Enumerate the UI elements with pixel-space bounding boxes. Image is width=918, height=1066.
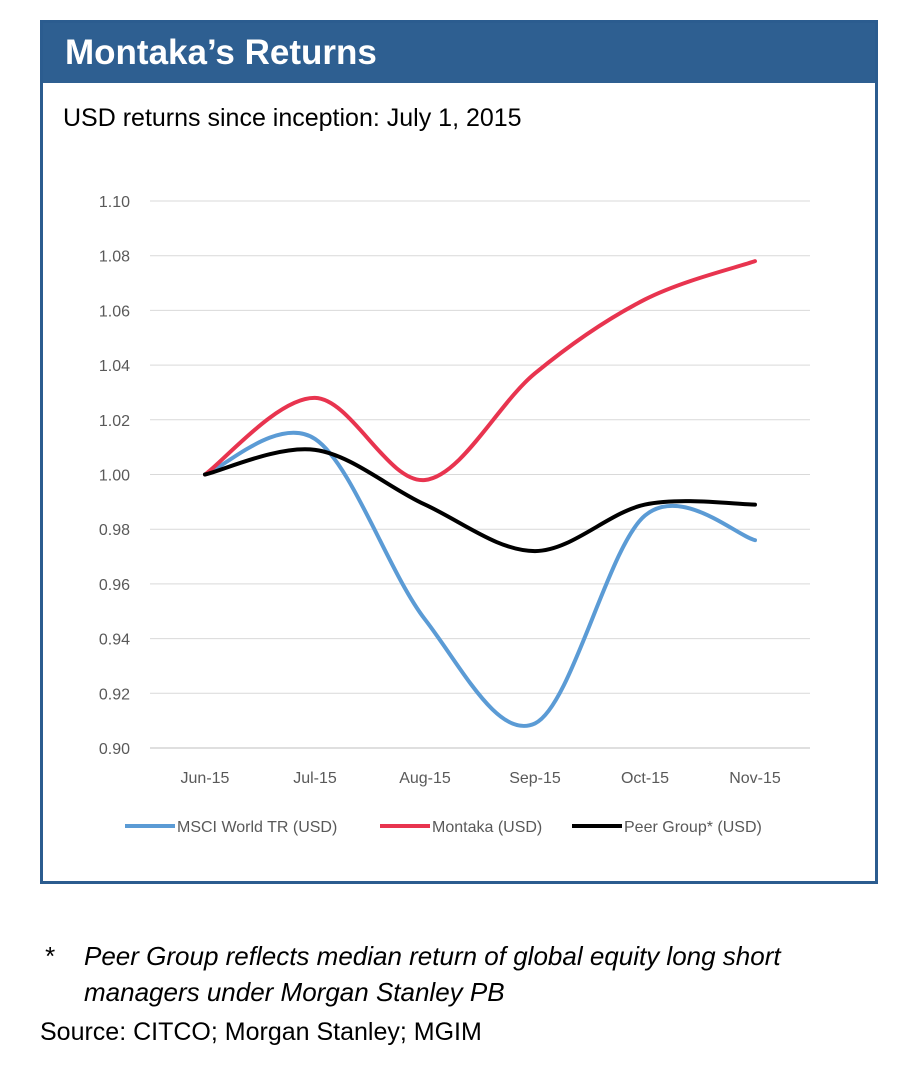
x-tick-label: Aug-15 — [399, 770, 451, 787]
legend-label: Peer Group* (USD) — [624, 819, 762, 836]
y-tick-label: 0.96 — [99, 577, 130, 594]
x-tick-label: Sep-15 — [509, 770, 561, 787]
panel-header: Montaka’s Returns — [43, 23, 875, 83]
returns-line-chart: 0.90 0.92 0.94 0.96 0.98 1.00 1.02 1.04 1.06 1.08… — [99, 194, 810, 836]
panel-title: Montaka’s Returns — [65, 33, 377, 72]
y-tick-label: 0.94 — [99, 632, 130, 649]
x-tick-label: Jul-15 — [293, 770, 337, 787]
y-tick-label: 1.04 — [99, 358, 130, 375]
y-tick-label: 1.08 — [99, 249, 130, 266]
x-axis-ticks: Jun-15 Jul-15 Aug-15 Sep-15 Oct-15 Nov-15 — [181, 770, 781, 787]
chart-panel: Montaka’s Returns USD returns since ince… — [40, 20, 878, 884]
chart-subtitle: USD returns since inception: July 1, 201… — [63, 104, 522, 132]
source-note: Source: CITCO; Morgan Stanley; MGIM — [40, 1018, 482, 1046]
chart-gridlines — [150, 200, 810, 749]
series-line-1 — [203, 259, 757, 482]
y-tick-label: 0.98 — [99, 522, 130, 539]
series-line-0 — [203, 430, 757, 728]
footnote-text: Peer Group reflects median return of glo… — [84, 941, 781, 1007]
y-tick-label: 1.10 — [99, 194, 130, 211]
y-tick-label: 0.90 — [99, 741, 130, 758]
legend-label: MSCI World TR (USD) — [177, 819, 337, 836]
chart-legend: MSCI World TR (USD) Montaka (USD) Peer Gro… — [125, 819, 762, 836]
y-axis-ticks: 0.90 0.92 0.94 0.96 0.98 1.00 1.02 1.04 1.06 1.08… — [99, 194, 130, 758]
x-tick-label: Nov-15 — [729, 770, 781, 787]
x-tick-label: Oct-15 — [621, 770, 669, 787]
y-tick-label: 1.00 — [99, 468, 130, 485]
series-line-2 — [203, 447, 757, 554]
y-tick-label: 0.92 — [99, 686, 130, 703]
y-tick-label: 1.02 — [99, 413, 130, 430]
y-tick-label: 1.06 — [99, 303, 130, 320]
x-tick-label: Jun-15 — [181, 770, 230, 787]
footnote-asterisk: * — [44, 941, 55, 971]
chart-series — [203, 259, 757, 728]
legend-label: Montaka (USD) — [432, 819, 542, 836]
